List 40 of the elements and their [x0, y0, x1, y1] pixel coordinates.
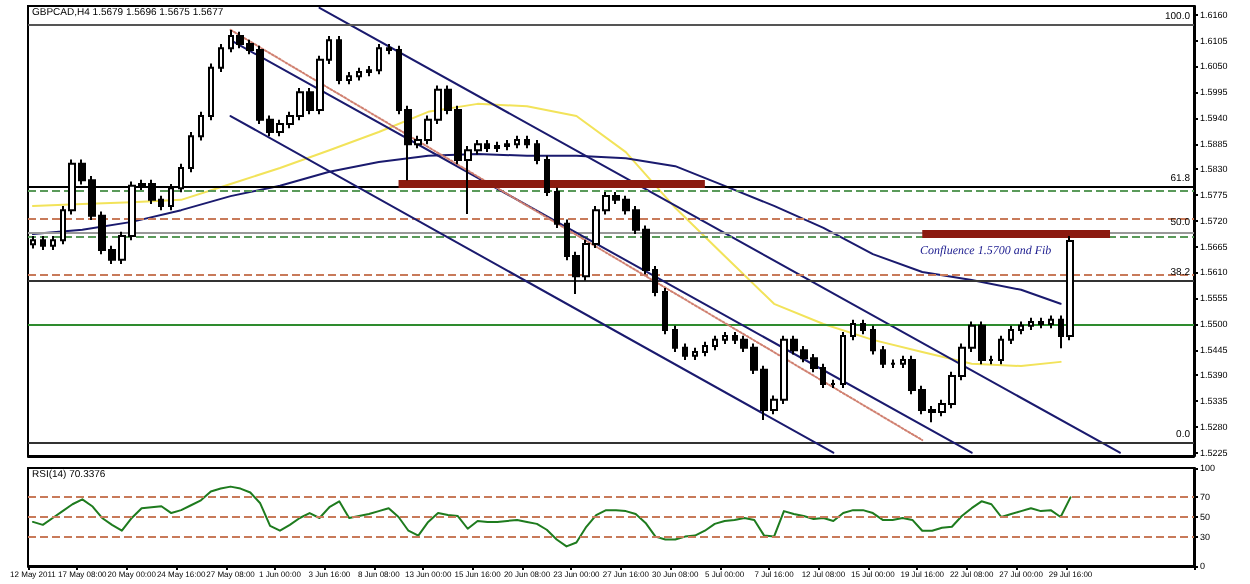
candlestick — [366, 64, 372, 78]
candlestick — [40, 234, 46, 251]
line-series — [31, 102, 1062, 368]
candlestick — [860, 318, 866, 336]
candlestick — [1008, 324, 1014, 346]
candlestick — [554, 186, 560, 229]
candlestick — [336, 34, 342, 86]
candlestick — [998, 334, 1004, 366]
candlestick — [524, 134, 530, 150]
candlestick — [722, 330, 728, 346]
candlestick — [386, 42, 392, 56]
candlestick — [712, 334, 718, 352]
candlestick — [208, 62, 214, 122]
candlestick — [850, 318, 856, 342]
candlestick — [218, 42, 224, 74]
candlestick — [840, 330, 846, 390]
candlestick — [880, 344, 886, 369]
candlestick — [376, 42, 382, 76]
candlestick — [1018, 320, 1024, 336]
candlestick — [188, 130, 194, 174]
candlestick — [494, 140, 500, 154]
candlestick — [504, 138, 510, 152]
candlestick — [514, 134, 520, 150]
candlestick — [682, 342, 688, 362]
candlestick — [50, 234, 56, 251]
candlestick — [692, 346, 698, 362]
candlestick — [1048, 314, 1054, 330]
candlestick — [1038, 316, 1044, 330]
candlestick — [198, 110, 204, 142]
candlestick — [346, 71, 352, 86]
candlestick — [662, 286, 668, 336]
candlestick — [534, 138, 540, 166]
candlestick — [870, 324, 876, 356]
line-series — [31, 485, 1072, 548]
candlestick — [1028, 316, 1034, 332]
candlestick — [1066, 234, 1074, 342]
candlestick — [672, 324, 678, 354]
candlestick — [356, 66, 362, 82]
candlestick — [544, 154, 550, 198]
candlestick — [702, 340, 708, 358]
